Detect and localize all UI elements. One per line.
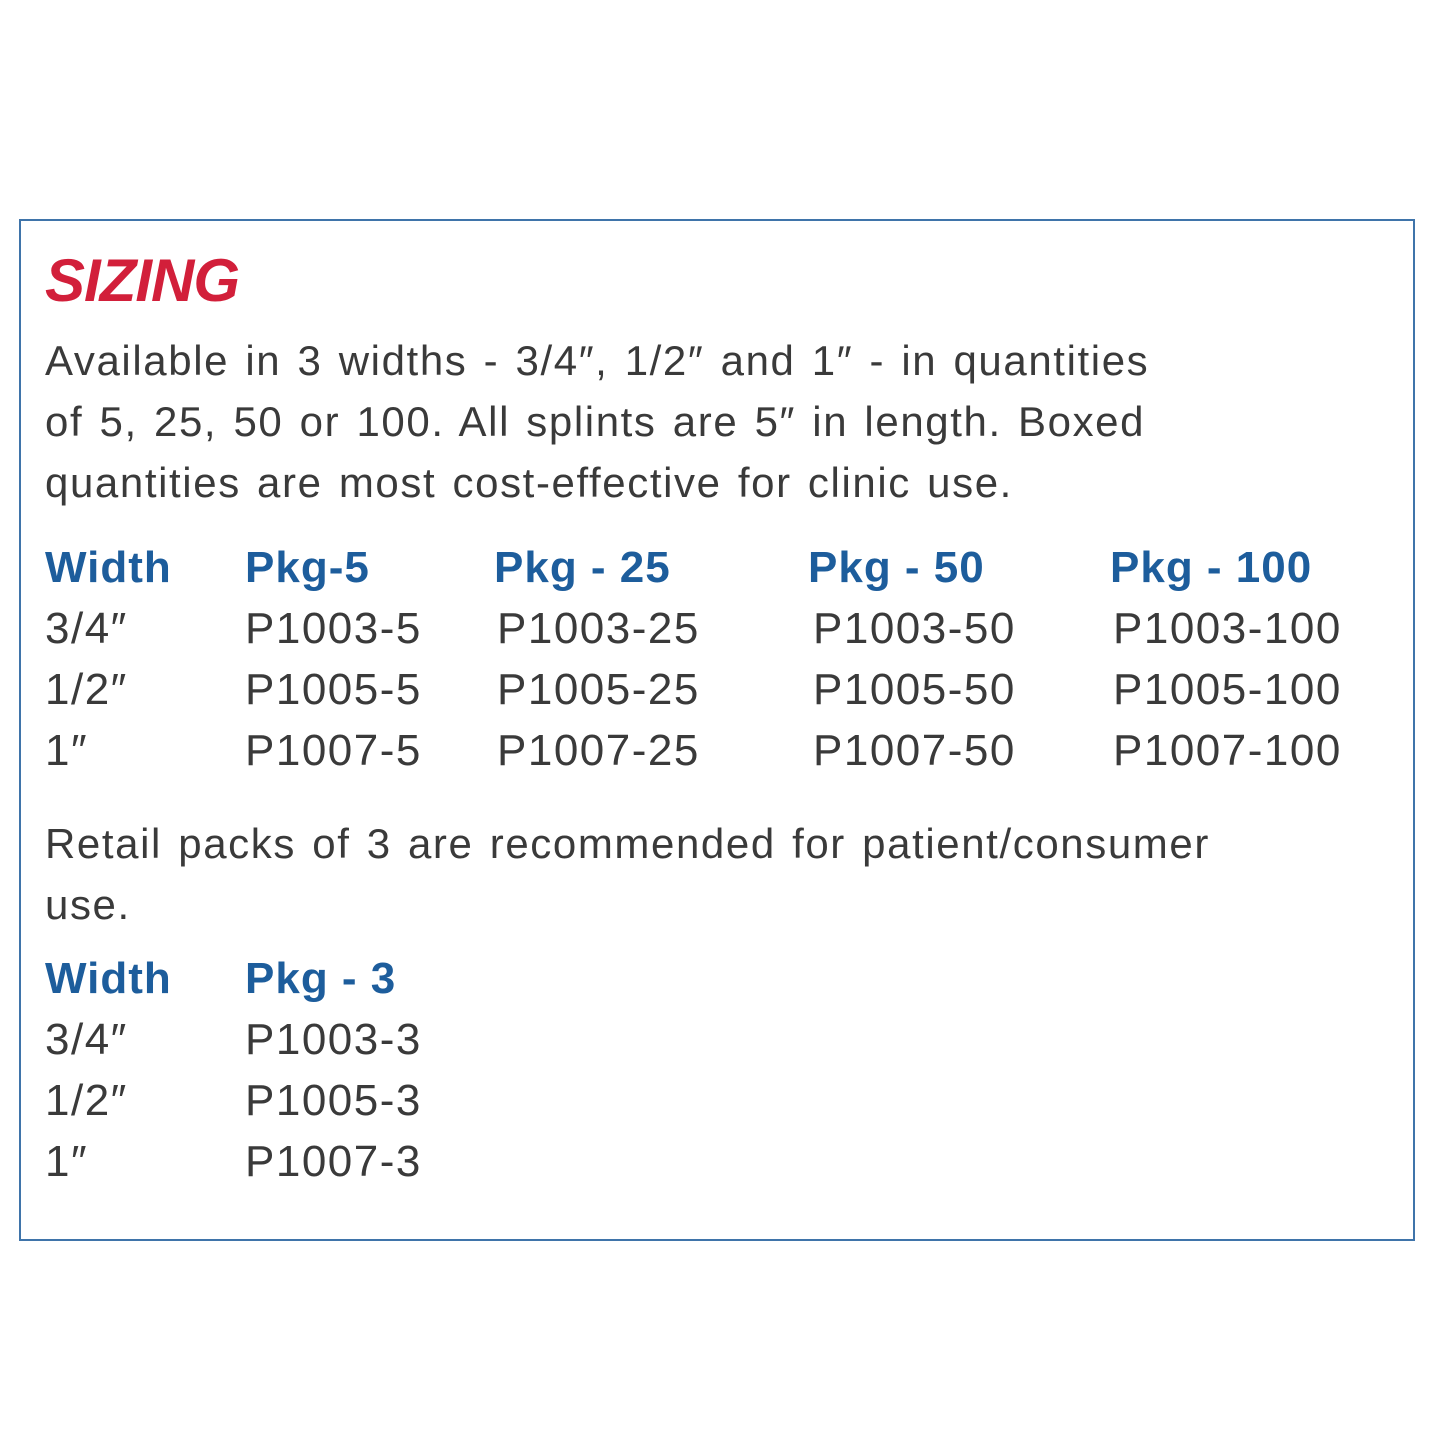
table-row: 3/4″ P1003-5 P1003-25 P1003-50 P1003-100	[0, 598, 1445, 659]
part-cell: P1005-100	[1113, 665, 1342, 714]
column-header: Pkg - 25	[494, 543, 671, 592]
intro-line: Available in 3 widths - 3/4″, 1/2″ and 1…	[45, 337, 1150, 384]
part-cell: P1007-100	[1113, 726, 1342, 775]
part-cell: P1003-25	[497, 604, 700, 653]
part-cell: P1003-100	[1113, 604, 1342, 653]
part-cell: P1005-3	[245, 1076, 422, 1125]
width-cell: 1/2″	[45, 1076, 128, 1125]
intro-line: quantities are most cost-effective for c…	[45, 459, 1013, 506]
width-cell: 3/4″	[45, 604, 128, 653]
part-cell: P1007-5	[245, 726, 422, 775]
part-cell: P1005-25	[497, 665, 700, 714]
column-header: Width	[45, 954, 172, 1003]
part-cell: P1003-50	[813, 604, 1016, 653]
section-title: SIZING	[45, 247, 240, 314]
column-header: Pkg-5	[245, 543, 370, 592]
retail-line: use.	[45, 881, 131, 928]
table-header-row: Width Pkg-5 Pkg - 25 Pkg - 50 Pkg - 100	[0, 537, 1445, 598]
part-cell: P1007-50	[813, 726, 1016, 775]
table-row: 1/2″ P1005-5 P1005-25 P1005-50 P1005-100	[0, 659, 1445, 720]
table-row: 1″ P1007-5 P1007-25 P1007-50 P1007-100	[0, 720, 1445, 781]
width-cell: 1″	[45, 726, 89, 775]
table-row: 1/2″ P1005-3	[0, 1070, 1445, 1131]
table-row: 1″ P1007-3	[0, 1131, 1445, 1192]
part-cell: P1007-3	[245, 1137, 422, 1186]
width-cell: 3/4″	[45, 1015, 128, 1064]
intro-line: of 5, 25, 50 or 100. All splints are 5″ …	[45, 398, 1146, 445]
part-cell: P1005-5	[245, 665, 422, 714]
column-header: Pkg - 50	[808, 543, 985, 592]
table-row: 3/4″ P1003-3	[0, 1009, 1445, 1070]
width-cell: 1/2″	[45, 665, 128, 714]
part-cell: P1007-25	[497, 726, 700, 775]
column-header: Width	[45, 543, 172, 592]
table-header-row: Width Pkg - 3	[0, 948, 1445, 1009]
sizing-panel	[19, 219, 1415, 1241]
part-cell: P1003-3	[245, 1015, 422, 1064]
part-cell: P1003-5	[245, 604, 422, 653]
retail-line: Retail packs of 3 are recommended for pa…	[45, 820, 1210, 867]
column-header: Pkg - 100	[1110, 543, 1313, 592]
column-header: Pkg - 3	[245, 954, 397, 1003]
part-cell: P1005-50	[813, 665, 1016, 714]
width-cell: 1″	[45, 1137, 89, 1186]
